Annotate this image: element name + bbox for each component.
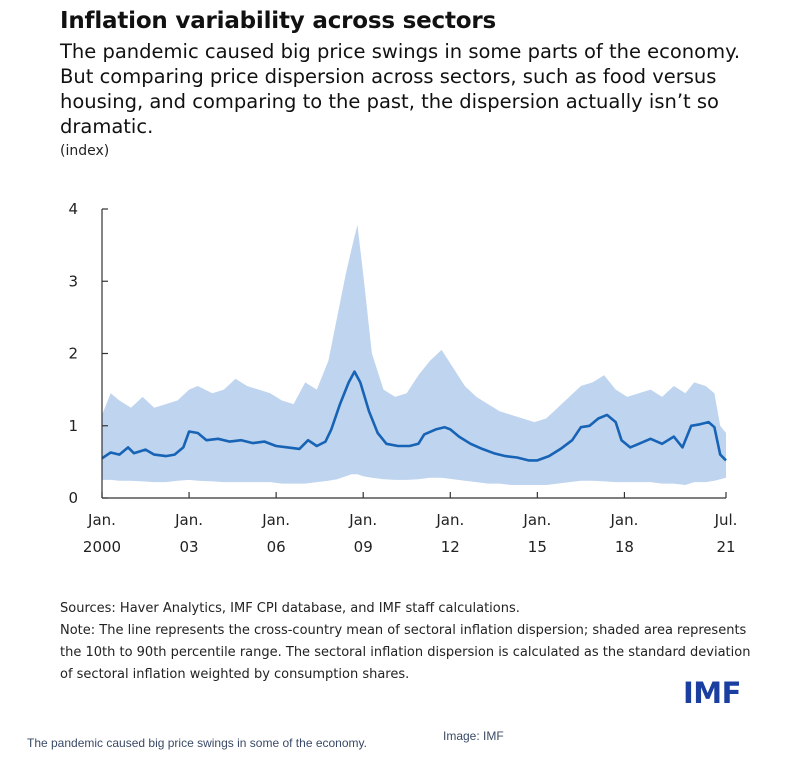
x-tick-label-year: 03 bbox=[180, 538, 199, 556]
x-tick-label-year: 06 bbox=[267, 538, 286, 556]
x-tick-label-year: 21 bbox=[716, 538, 735, 556]
x-tick-label-month: Jan. bbox=[435, 511, 464, 529]
x-tick-label-month: Jan. bbox=[522, 511, 551, 529]
chart-subtitle: The pandemic caused big price swings in … bbox=[60, 40, 741, 138]
y-tick-label: 0 bbox=[68, 489, 78, 507]
imf-logo: IMF bbox=[683, 676, 741, 710]
chart-title: Inflation variability across sectors bbox=[60, 8, 497, 34]
image-caption: The pandemic caused big price swings in … bbox=[27, 736, 367, 750]
x-tick-label-year: 2000 bbox=[83, 538, 121, 556]
image-credit: Image: IMF bbox=[443, 729, 504, 743]
x-tick-label-year: 09 bbox=[354, 538, 373, 556]
x-tick-label-year: 12 bbox=[441, 538, 460, 556]
x-tick-label-month: Jan. bbox=[348, 511, 377, 529]
x-tick-label-month: Jan. bbox=[174, 511, 203, 529]
y-tick-label: 2 bbox=[68, 345, 78, 363]
mean-dispersion-line bbox=[101, 370, 727, 462]
y-axis-unit-label: (index) bbox=[60, 143, 110, 159]
x-tick-label-month: Jan. bbox=[87, 511, 116, 529]
x-tick-label-year: 15 bbox=[528, 538, 547, 556]
x-tick-label-year: 18 bbox=[615, 538, 634, 556]
sources-note: Sources: Haver Analytics, IMF CPI databa… bbox=[60, 601, 520, 616]
y-tick-label: 1 bbox=[68, 417, 78, 435]
x-tick-label-month: Jan. bbox=[609, 511, 638, 529]
y-tick-label: 3 bbox=[68, 272, 78, 290]
y-tick-label: 4 bbox=[68, 200, 78, 218]
x-tick-label-month: Jan. bbox=[261, 511, 290, 529]
methodology-note: Note: The line represents the cross-coun… bbox=[60, 623, 751, 682]
chart-footnotes: Sources: Haver Analytics, IMF CPI databa… bbox=[60, 598, 760, 686]
x-tick-label-month: Jul. bbox=[714, 511, 738, 529]
percentile-range-band bbox=[102, 224, 726, 485]
